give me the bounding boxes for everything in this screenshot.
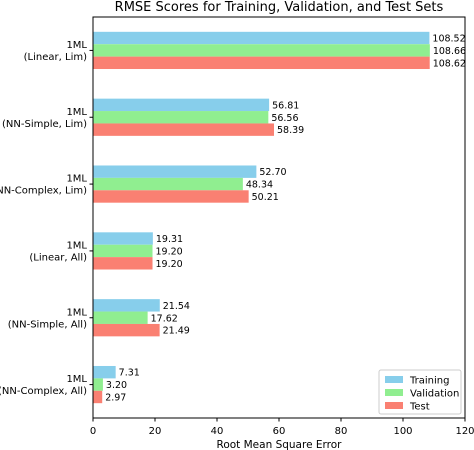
x-tick-label: 40 [211,426,224,437]
value-label: 56.81 [272,100,299,111]
value-label: 7.31 [119,368,140,379]
x-tick-label: 100 [393,426,412,437]
bar-training-5 [93,365,116,379]
value-label: 108.66 [433,46,466,57]
category-label: (NN-Complex, All) [0,386,87,397]
category-label: (NN-Simple, All) [8,319,87,330]
value-label: 19.20 [156,246,183,257]
category-label: (NN-Complex, Lim) [0,186,87,197]
category-label: (NN-Simple, Lim) [2,119,87,130]
plot-frame [92,16,466,419]
bar-test-0 [93,56,430,70]
bar-test-2 [93,190,249,203]
x-tick-label: 80 [335,426,348,437]
bar-test-4 [93,323,160,337]
bar-test-3 [93,257,153,270]
category-label: (Linear, Lim) [24,52,87,63]
legend: Training Validation Test [378,369,462,415]
bars-group [93,31,430,404]
bar-test-5 [93,390,103,404]
bar-validation-4 [93,311,148,324]
bar-training-4 [93,299,160,312]
value-label: 21.54 [163,301,190,312]
value-label: 56.56 [271,113,298,124]
legend-label-validation: Validation [410,389,459,400]
category-label: 1ML [66,107,87,118]
legend-swatch-validation [385,389,403,396]
value-label: 108.62 [433,58,466,69]
x-tick-label: 60 [273,426,286,437]
legend-swatch-training [385,376,403,383]
category-label: 1ML [66,40,87,51]
value-label: 17.62 [151,313,178,324]
bar-validation-5 [93,378,103,391]
bar-validation-2 [93,177,243,191]
bar-test-1 [93,123,275,136]
value-label: 52.70 [259,167,286,178]
legend-label-training: Training [409,376,449,387]
bar-training-2 [93,165,257,178]
bar-validation-3 [93,244,153,258]
value-label: 2.97 [105,392,126,403]
legend-label-test: Test [409,402,430,413]
bar-validation-1 [93,111,269,124]
bar-training-3 [93,232,153,245]
x-ticks-group: 0 20 40 60 80 100 120 [90,418,474,437]
category-label: 1ML [66,174,87,185]
bar-training-0 [93,31,430,45]
chart-title: RMSE Scores for Training, Validation, an… [115,0,444,15]
value-label: 108.52 [432,34,465,45]
category-label: (Linear, All) [29,252,87,263]
value-label: 48.34 [246,180,273,191]
value-label: 19.20 [156,259,183,270]
value-label: 58.39 [277,125,304,136]
category-label: 1ML [66,374,87,385]
x-tick-label: 120 [455,426,474,437]
category-labels-group: 1ML(Linear, Lim)1ML(NN-Simple, Lim)1ML(N… [0,40,93,397]
legend-swatch-test [385,402,403,409]
category-label: 1ML [66,307,87,318]
bar-training-1 [93,98,270,112]
x-tick-label: 0 [90,426,96,437]
value-label: 21.49 [163,326,190,337]
category-label: 1ML [66,240,87,251]
x-tick-label: 20 [149,426,162,437]
value-label: 3.20 [106,380,127,391]
x-axis-label: Root Mean Square Error [217,439,343,450]
value-label: 19.31 [156,234,183,245]
value-label: 50.21 [252,192,279,203]
bar-validation-0 [93,44,430,57]
